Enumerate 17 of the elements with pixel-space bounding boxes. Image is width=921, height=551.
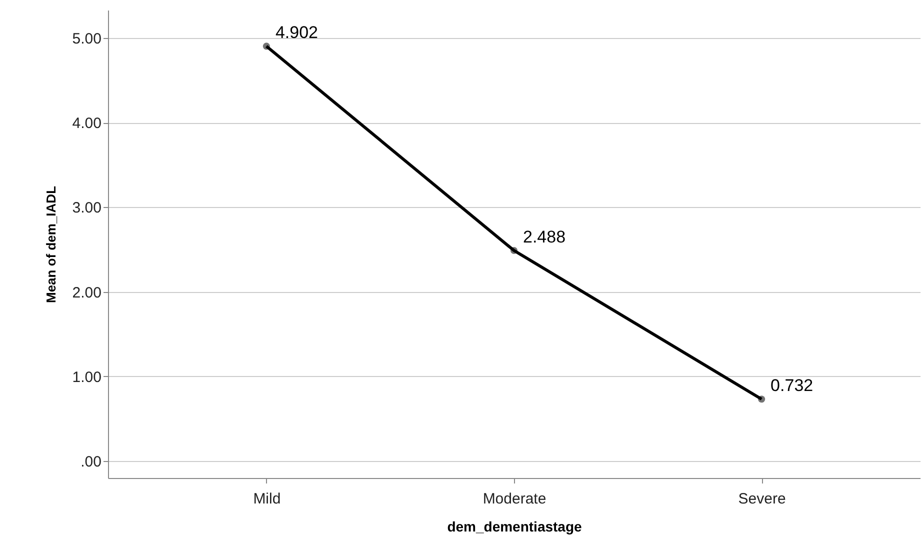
data-label: 4.902 (275, 23, 318, 42)
y-tick-label: 5.00 (72, 30, 102, 48)
data-label: 0.732 (770, 376, 814, 396)
x-tick-label: Moderate (482, 490, 546, 508)
y-tick-label: 1.00 (72, 368, 102, 386)
x-axis-title: dem_dementiastage (447, 518, 582, 534)
point (758, 396, 766, 403)
y-axis-title: Mean of dem_IADL (43, 186, 58, 304)
y-tick-label: .00 (80, 454, 102, 471)
y-tick-label: 4.00 (72, 115, 102, 132)
x-tick-label: Severe (738, 490, 786, 508)
y-tick-label: 2.00 (72, 284, 102, 302)
point (262, 42, 270, 50)
y-tick-label: 3.00 (72, 200, 102, 217)
point (510, 246, 518, 254)
data-label: 2.488 (523, 228, 566, 247)
x-tick-label: Mild (253, 490, 281, 508)
